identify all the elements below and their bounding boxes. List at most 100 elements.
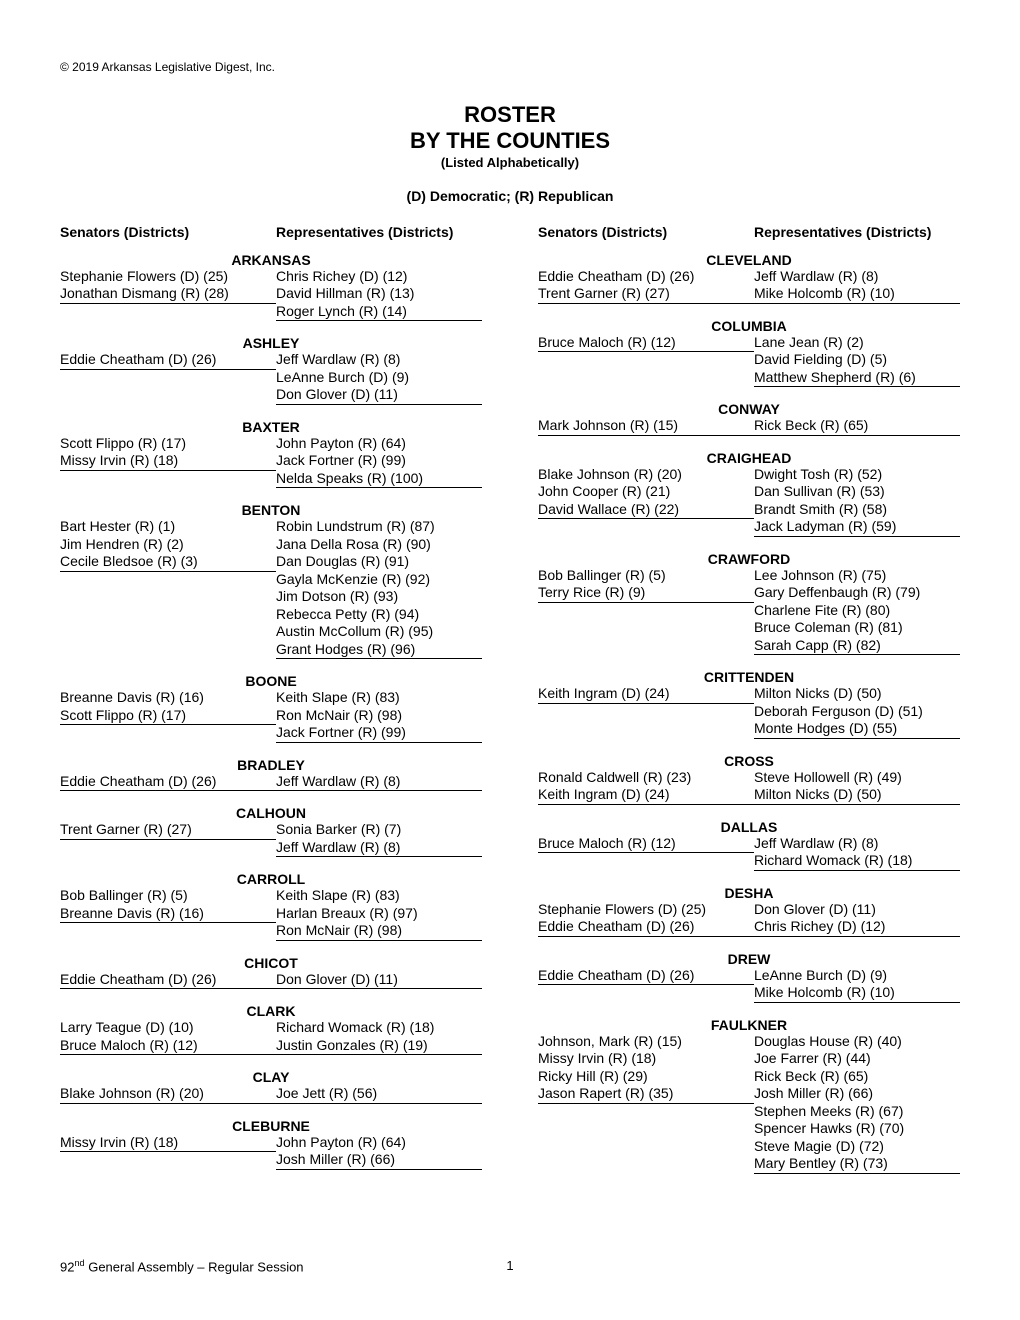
rep-name: Mike Holcomb (R) (10) [754, 984, 960, 1002]
rep-name: Chris Richey (D) (12) [276, 268, 482, 286]
rep-name: Jack Ladyman (R) (59) [754, 518, 960, 536]
senator-name: Keith Ingram (D) (24) [538, 786, 754, 804]
rep-list: Don Glover (D) (11) [276, 971, 482, 990]
county-body: Bob Ballinger (R) (5)Terry Rice (R) (9)L… [538, 567, 960, 656]
rep-name: Rick Beck (R) (65) [754, 1068, 960, 1086]
senator-list: Bart Hester (R) (1)Jim Hendren (R) (2)Ce… [60, 518, 276, 572]
senator-list: Eddie Cheatham (D) (26) [60, 971, 276, 990]
rep-name: Jim Dotson (R) (93) [276, 588, 482, 606]
county-name: DESHA [538, 885, 960, 901]
county-block: CLEBURNEMissy Irvin (R) (18)John Payton … [60, 1118, 482, 1170]
left-county-list: ARKANSASStephanie Flowers (D) (25)Jonath… [60, 252, 482, 1170]
senator-name: Breanne Davis (R) (16) [60, 905, 276, 923]
senator-name: Missy Irvin (R) (18) [538, 1050, 754, 1068]
senator-name: Johnson, Mark (R) (15) [538, 1033, 754, 1051]
copyright-line: © 2019 Arkansas Legislative Digest, Inc. [60, 60, 960, 74]
county-name: CROSS [538, 753, 960, 769]
rep-name: John Payton (R) (64) [276, 435, 482, 453]
rep-name: Jeff Wardlaw (R) (8) [754, 268, 960, 286]
senator-list: Eddie Cheatham (D) (26)Trent Garner (R) … [538, 268, 754, 304]
county-body: Trent Garner (R) (27)Sonia Barker (R) (7… [60, 821, 482, 857]
rep-name: Don Glover (D) (11) [276, 971, 482, 989]
county-name: FAULKNER [538, 1017, 960, 1033]
senator-list: Eddie Cheatham (D) (26) [538, 967, 754, 986]
rep-list: Keith Slape (R) (83)Ron McNair (R) (98)J… [276, 689, 482, 743]
rep-name: Justin Gonzales (R) (19) [276, 1037, 482, 1055]
title-line1: ROSTER [60, 102, 960, 128]
rep-name: Roger Lynch (R) (14) [276, 303, 482, 321]
county-name: BRADLEY [60, 757, 482, 773]
rep-list: Robin Lundstrum (R) (87)Jana Della Rosa … [276, 518, 482, 659]
county-block: DALLASBruce Maloch (R) (12)Jeff Wardlaw … [538, 819, 960, 871]
senator-name: Scott Flippo (R) (17) [60, 707, 276, 725]
county-block: CRAIGHEADBlake Johnson (R) (20)John Coop… [538, 450, 960, 537]
rep-name: Spencer Hawks (R) (70) [754, 1120, 960, 1138]
rep-name: Dan Sullivan (R) (53) [754, 483, 960, 501]
footer-page-number: 1 [506, 1258, 513, 1273]
county-name: CALHOUN [60, 805, 482, 821]
county-body: Eddie Cheatham (D) (26)LeAnne Burch (D) … [538, 967, 960, 1003]
county-block: CONWAYMark Johnson (R) (15)Rick Beck (R)… [538, 401, 960, 436]
senator-name: Bart Hester (R) (1) [60, 518, 276, 536]
county-block: CLARKLarry Teague (D) (10)Bruce Maloch (… [60, 1003, 482, 1055]
hdr-senators-left: Senators (Districts) [60, 224, 276, 240]
rep-name: Steve Magie (D) (72) [754, 1138, 960, 1156]
rep-name: Brandt Smith (R) (58) [754, 501, 960, 519]
county-body: Scott Flippo (R) (17)Missy Irvin (R) (18… [60, 435, 482, 489]
county-body: Blake Johnson (R) (20)Joe Jett (R) (56) [60, 1085, 482, 1104]
rep-name: Sarah Capp (R) (82) [754, 637, 960, 655]
senator-name: Cecile Bledsoe (R) (3) [60, 553, 276, 571]
rep-name: Joe Jett (R) (56) [276, 1085, 482, 1103]
rep-name: Joe Farrer (R) (44) [754, 1050, 960, 1068]
footer-session-num: 92 [60, 1259, 74, 1274]
rep-list: Keith Slape (R) (83)Harlan Breaux (R) (9… [276, 887, 482, 941]
county-name: DALLAS [538, 819, 960, 835]
senator-name: Ronald Caldwell (R) (23) [538, 769, 754, 787]
county-name: BENTON [60, 502, 482, 518]
rep-name: Ron McNair (R) (98) [276, 707, 482, 725]
rep-name: Rick Beck (R) (65) [754, 417, 960, 435]
footer-session-suffix: nd [74, 1258, 84, 1268]
rep-name: Austin McCollum (R) (95) [276, 623, 482, 641]
county-name: CLEVELAND [538, 252, 960, 268]
senator-name: Blake Johnson (R) (20) [538, 466, 754, 484]
rep-list: Sonia Barker (R) (7)Jeff Wardlaw (R) (8) [276, 821, 482, 857]
senator-list: Bob Ballinger (R) (5)Terry Rice (R) (9) [538, 567, 754, 603]
rep-name: Jack Fortner (R) (99) [276, 452, 482, 470]
county-body: Blake Johnson (R) (20)John Cooper (R) (2… [538, 466, 960, 537]
rep-name: Jeff Wardlaw (R) (8) [276, 839, 482, 857]
rep-name: Stephen Meeks (R) (67) [754, 1103, 960, 1121]
county-name: CRAIGHEAD [538, 450, 960, 466]
title-sub: (Listed Alphabetically) [60, 155, 960, 170]
county-block: CARROLLBob Ballinger (R) (5)Breanne Davi… [60, 871, 482, 941]
senator-name: Larry Teague (D) (10) [60, 1019, 276, 1037]
rep-list: Don Glover (D) (11)Chris Richey (D) (12) [754, 901, 960, 937]
senator-name: Mark Johnson (R) (15) [538, 417, 754, 435]
senator-name: Missy Irvin (R) (18) [60, 452, 276, 470]
county-name: CLAY [60, 1069, 482, 1085]
rep-name: Rebecca Petty (R) (94) [276, 606, 482, 624]
senator-name: Stephanie Flowers (D) (25) [538, 901, 754, 919]
hdr-senators-right: Senators (Districts) [538, 224, 754, 240]
rep-list: Jeff Wardlaw (R) (8)Richard Womack (R) (… [754, 835, 960, 871]
senator-list: Keith Ingram (D) (24) [538, 685, 754, 704]
rep-name: LeAnne Burch (D) (9) [754, 967, 960, 985]
rep-name: Jeff Wardlaw (R) (8) [276, 773, 482, 791]
county-body: Eddie Cheatham (D) (26)Don Glover (D) (1… [60, 971, 482, 990]
rep-name: Jack Fortner (R) (99) [276, 724, 482, 742]
right-headers: Senators (Districts) Representatives (Di… [538, 224, 960, 240]
rep-name: Grant Hodges (R) (96) [276, 641, 482, 659]
senator-name: Missy Irvin (R) (18) [60, 1134, 276, 1152]
senator-name: Jim Hendren (R) (2) [60, 536, 276, 554]
footer-session-tail: General Assembly – Regular Session [85, 1259, 304, 1274]
footer: 92nd General Assembly – Regular Session … [60, 1258, 960, 1274]
senator-list: Missy Irvin (R) (18) [60, 1134, 276, 1153]
rep-list: Steve Hollowell (R) (49)Milton Nicks (D)… [754, 769, 960, 805]
rep-name: Keith Slape (R) (83) [276, 887, 482, 905]
rep-list: Lee Johnson (R) (75)Gary Deffenbaugh (R)… [754, 567, 960, 656]
county-body: Eddie Cheatham (D) (26)Jeff Wardlaw (R) … [60, 773, 482, 792]
rep-name: Matthew Shepherd (R) (6) [754, 369, 960, 387]
county-block: CLEVELANDEddie Cheatham (D) (26)Trent Ga… [538, 252, 960, 304]
senator-name: Blake Johnson (R) (20) [60, 1085, 276, 1103]
county-block: BOONEBreanne Davis (R) (16)Scott Flippo … [60, 673, 482, 743]
